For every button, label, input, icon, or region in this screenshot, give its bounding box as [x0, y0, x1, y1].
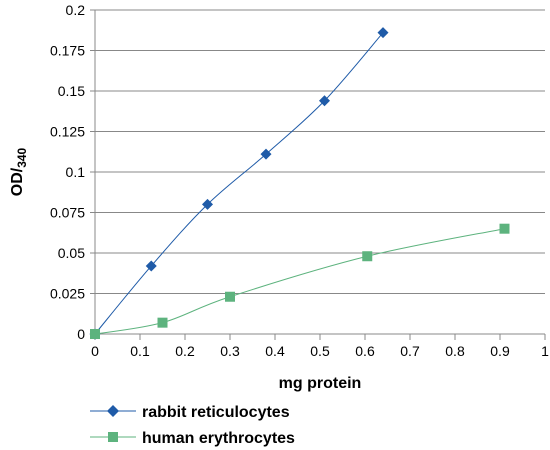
x-tick-label: 0.7 — [400, 343, 420, 359]
legend: rabbit reticulocytes human erythrocytes — [90, 404, 295, 447]
axes — [90, 9, 546, 340]
x-tick-label: 0.5 — [310, 343, 330, 359]
legend-label-rabbit: rabbit reticulocytes — [142, 404, 290, 421]
y-tick-label: 0.175 — [50, 43, 85, 59]
y-axis-label-main: OD/ — [9, 167, 26, 196]
legend-label-human: human erythrocytes — [142, 430, 295, 447]
y-tick-label: 0.075 — [50, 205, 85, 221]
y-tick-label: 0.05 — [58, 245, 85, 261]
data-point-rabbit-reticulocytes — [319, 95, 330, 107]
y-tick-label: 0.2 — [66, 2, 86, 18]
x-tick-label: 1 — [541, 343, 549, 359]
legend-marker-rabbit — [107, 405, 119, 417]
data-point-rabbit-reticulocytes — [202, 198, 213, 210]
series-line-human-erythrocytes — [94, 228, 505, 335]
legend-item-rabbit-reticulocytes: rabbit reticulocytes — [90, 404, 290, 421]
x-axis-label: mg protein — [279, 375, 362, 392]
x-tick-label: 0.1 — [130, 343, 150, 359]
data-point-human-erythrocytes — [157, 317, 168, 328]
data-point-human-erythrocytes — [90, 329, 100, 339]
data-point-human-erythrocytes — [362, 251, 373, 262]
x-tick-label: 0.2 — [175, 343, 195, 359]
y-tick-label: 0.125 — [50, 124, 85, 140]
y-tick-label: 0.025 — [50, 286, 85, 302]
y-tick-label: 0.1 — [66, 164, 86, 180]
x-tick-label: 0.9 — [490, 343, 510, 359]
series-layer — [89, 27, 510, 340]
data-point-rabbit-reticulocytes — [145, 260, 157, 272]
x-tick-label: 0.4 — [265, 343, 285, 359]
x-tick-label: 0.8 — [445, 343, 465, 359]
data-point-rabbit-reticulocytes — [377, 27, 389, 39]
y-tick-label: 0 — [77, 326, 85, 342]
x-tick-labels: 0 0.1 0.2 0.3 0.4 0.5 0.6 0.7 0.8 0.9 1 — [91, 343, 549, 359]
grid-lines — [95, 9, 545, 294]
x-tick-label: 0.3 — [220, 343, 240, 359]
y-axis-label-subscript: 340 — [15, 147, 29, 167]
y-axis-label: OD/340 — [9, 147, 29, 196]
series-line-rabbit-reticulocytes — [94, 32, 384, 335]
x-tick-label: 0 — [91, 343, 99, 359]
data-point-human-erythrocytes — [499, 223, 510, 234]
x-tick-label: 0.6 — [355, 343, 375, 359]
y-tick-labels: 0 0.025 0.05 0.075 0.1 0.125 0.15 0.175 0.2 — [50, 2, 85, 342]
data-point-human-erythrocytes — [225, 291, 235, 302]
y-tick-label: 0.15 — [58, 83, 85, 99]
legend-item-human-erythrocytes: human erythrocytes — [90, 430, 295, 447]
legend-marker-human — [108, 432, 118, 442]
data-point-rabbit-reticulocytes — [260, 148, 272, 160]
